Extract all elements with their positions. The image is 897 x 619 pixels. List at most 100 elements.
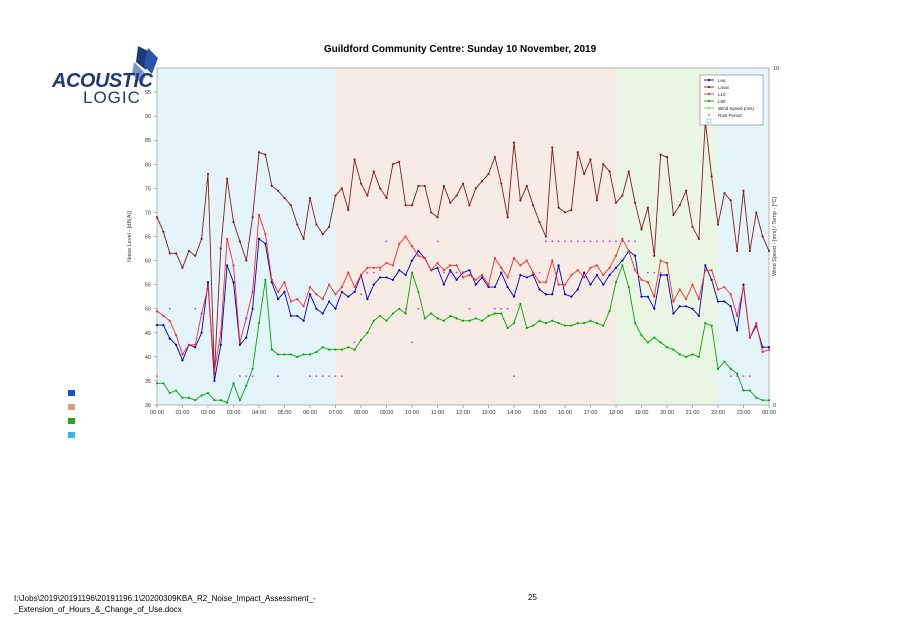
point-lmax (761, 235, 764, 238)
point-l10 (251, 290, 254, 293)
y-tick-label: 90 (145, 114, 151, 120)
point-l90 (493, 312, 496, 315)
point-l10 (385, 261, 388, 265)
point-l10 (659, 259, 662, 262)
point-l90 (155, 382, 159, 385)
point-l10 (366, 266, 369, 269)
point-l90 (500, 312, 503, 315)
point-lmax (219, 247, 222, 250)
point-lmax (455, 194, 458, 197)
point-l90 (704, 322, 707, 325)
point-leq (168, 337, 171, 340)
point-leq (538, 288, 541, 291)
x-tick-label: 00:00 (762, 410, 776, 416)
point-leq (646, 295, 649, 298)
point-lmax (296, 223, 299, 226)
legend-label: L10 (718, 92, 726, 97)
rain-point (544, 240, 547, 243)
point-leq (704, 264, 707, 267)
point-leq (436, 266, 439, 269)
point-leq (544, 293, 547, 296)
point-lmax (736, 249, 739, 253)
point-l10 (162, 314, 165, 318)
point-l10 (417, 254, 420, 257)
marker-tan (68, 404, 75, 410)
acoustic-logic-logo: ACOUSTIC LOGIC (50, 44, 160, 114)
period-band-day (335, 68, 616, 405)
point-lmax (283, 196, 286, 200)
point-leq (257, 237, 261, 241)
y-right-axis-label: Wind Speed - [m/s] / Temp - [°C] (772, 197, 778, 276)
point-l90 (162, 382, 165, 385)
rain-point (334, 375, 337, 378)
point-lmax (742, 189, 745, 192)
point-leq (487, 285, 490, 289)
point-l90 (417, 290, 420, 293)
point-lmax (557, 206, 560, 209)
point-leq (685, 305, 688, 308)
point-l10 (200, 312, 203, 315)
rain-point (462, 271, 464, 274)
point-lmax (634, 201, 637, 204)
point-lmax (755, 211, 758, 214)
point-l90 (595, 322, 598, 325)
point-lmax (423, 184, 426, 188)
point-l10 (583, 276, 586, 279)
point-l10 (194, 343, 197, 346)
rain-point (506, 307, 509, 310)
logo-text-logic: LOGIC (83, 88, 141, 107)
rain-point (513, 375, 515, 378)
x-tick-label: 13:00 (482, 410, 496, 416)
point-lmax (155, 216, 159, 219)
point-leq (474, 283, 477, 286)
point-lmax (391, 163, 394, 166)
point-leq (500, 271, 503, 274)
point-l90 (391, 312, 394, 315)
rain-point (321, 375, 324, 378)
point-lmax (748, 249, 751, 253)
point-leq (226, 264, 229, 267)
point-l90 (328, 348, 331, 351)
x-tick-label: 09:00 (380, 410, 394, 416)
footer-path-line1: I:\Jobs\2019\20191196\20191196.1\2020030… (14, 594, 316, 603)
point-l10 (595, 264, 598, 267)
rain-point (251, 375, 254, 378)
rain-point (602, 240, 605, 243)
point-l90 (372, 319, 375, 322)
point-l10 (257, 213, 261, 216)
rain-point (564, 240, 566, 243)
rain-point (436, 240, 439, 243)
point-lmax (653, 254, 656, 257)
point-l90 (685, 355, 688, 358)
rain-point (245, 375, 248, 378)
rain-point (570, 240, 573, 243)
point-l90 (430, 312, 433, 315)
rain-point (742, 375, 745, 378)
logo-graphic (132, 46, 158, 84)
point-lmax (430, 211, 433, 214)
y-right-tick-label: 10 (773, 66, 779, 72)
point-l90 (583, 322, 586, 325)
point-leq (449, 269, 452, 272)
point-l10 (761, 350, 764, 354)
point-leq (219, 343, 222, 346)
point-l90 (449, 314, 452, 318)
point-leq (481, 276, 484, 279)
y-tick-label: 85 (145, 138, 151, 144)
point-lmax (321, 232, 324, 236)
point-l90 (442, 319, 445, 322)
point-l10 (729, 293, 732, 296)
x-tick-label: 15:00 (533, 410, 547, 416)
point-l10 (736, 314, 739, 318)
point-l90 (315, 350, 318, 354)
legend-box (699, 74, 764, 126)
point-l90 (723, 360, 726, 363)
x-tick-label: 06:00 (303, 410, 317, 416)
point-l10 (551, 259, 554, 262)
point-leq (264, 242, 267, 245)
point-l90 (181, 396, 184, 399)
point-lmax (563, 211, 567, 214)
point-lmax (461, 182, 465, 185)
point-lmax (442, 184, 445, 188)
point-leq (175, 343, 178, 346)
